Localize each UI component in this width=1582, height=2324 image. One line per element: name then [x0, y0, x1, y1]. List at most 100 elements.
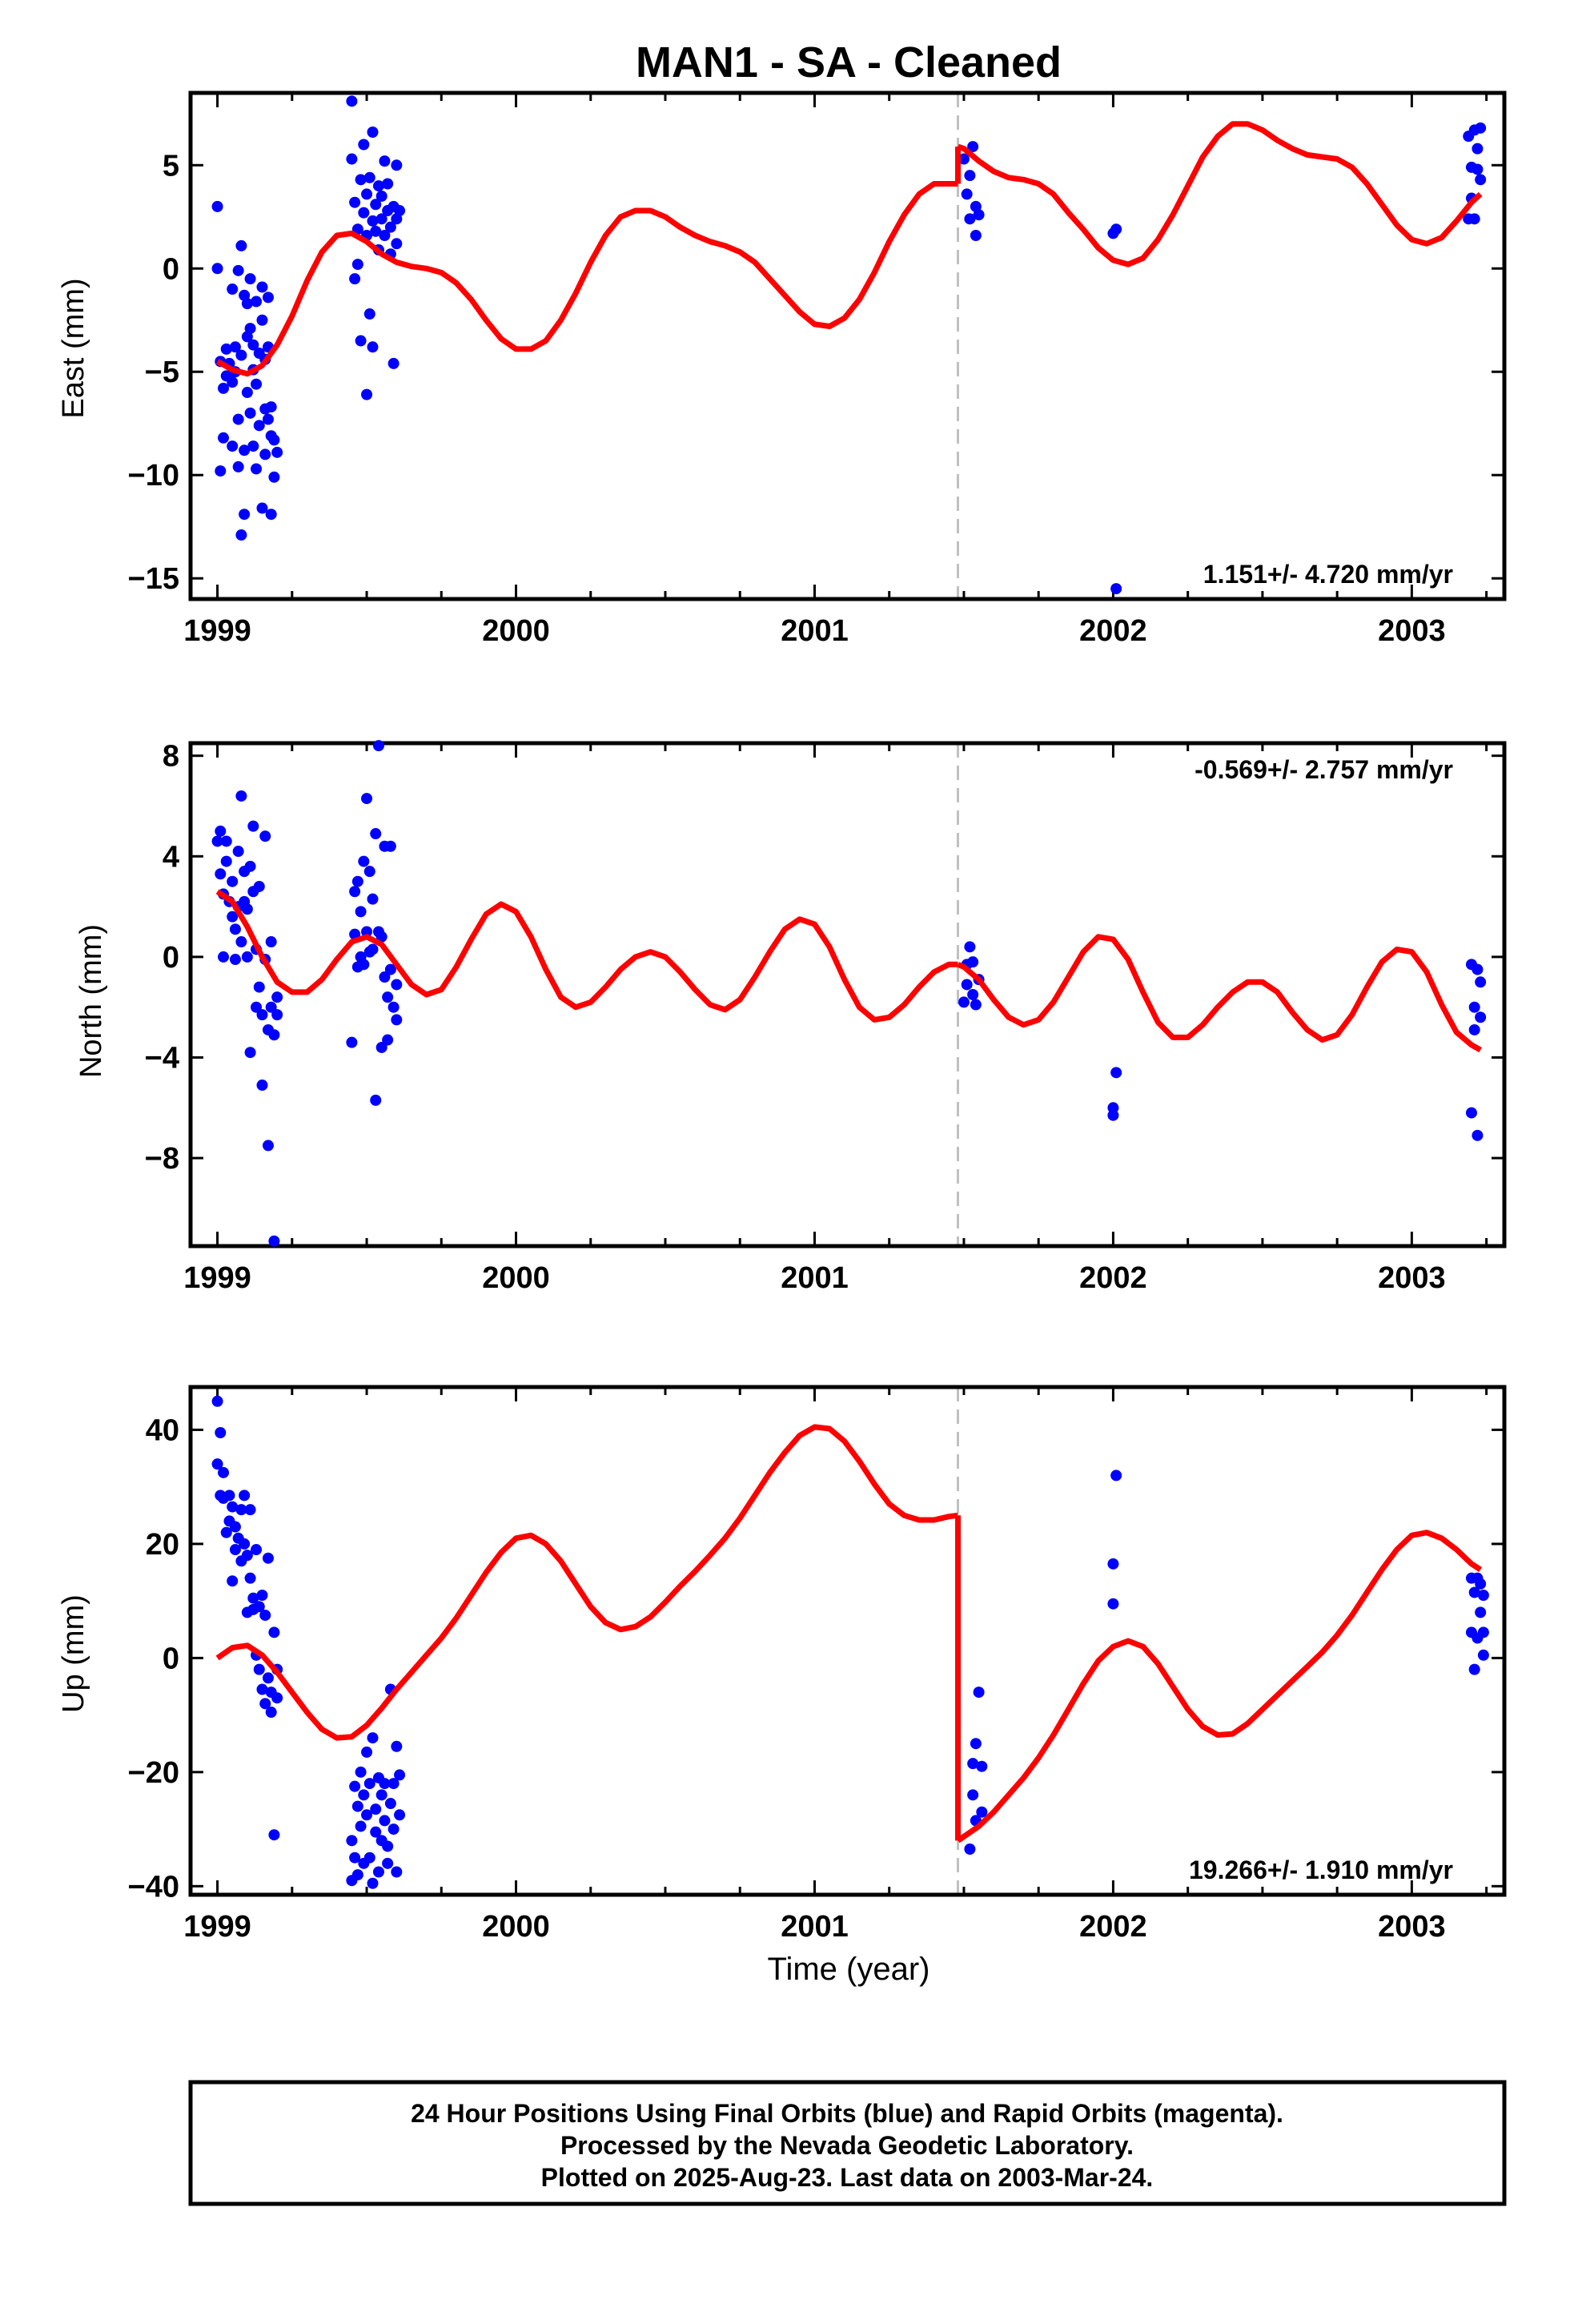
north-x-tick-label: 1999 [183, 1261, 251, 1295]
east-y-tick-label: −15 [128, 562, 179, 596]
footer-box: 24 Hour Positions Using Final Orbits (bl… [188, 2080, 1507, 2206]
up-data-point [271, 1692, 283, 1704]
east-data-point [391, 159, 403, 171]
north-x-tick-label: 2001 [781, 1261, 849, 1295]
up-data-point [382, 1857, 394, 1869]
north-y-tick-label: −8 [145, 1142, 179, 1176]
north-data-point [358, 855, 370, 867]
east-data-point [964, 213, 976, 225]
north-model-curve-post [957, 934, 1482, 1053]
up-data-point [370, 1803, 382, 1815]
east-data-point [961, 188, 973, 200]
east-data-point [372, 180, 384, 192]
east-x-tick-label: 2002 [1079, 614, 1147, 648]
north-data-point [387, 1001, 400, 1013]
east-data-point [363, 308, 375, 320]
east-data-point [958, 153, 970, 165]
north-data-point [251, 1001, 263, 1013]
up-data-point [256, 1590, 268, 1602]
east-data-point [211, 200, 223, 212]
north-data-point [379, 971, 391, 983]
east-data-point [1472, 163, 1484, 175]
north-data-point [382, 1034, 394, 1046]
up-data-point [220, 1526, 232, 1538]
up-data-point [1475, 1606, 1487, 1618]
east-data-point [229, 341, 241, 353]
north-y-tick-label: 8 [163, 740, 179, 774]
north-data-point [363, 866, 375, 878]
north-data-point [1110, 1067, 1122, 1079]
east-data-point [967, 141, 979, 153]
north-data-point [268, 1029, 280, 1041]
east-data-point [355, 174, 367, 186]
north-data-point [1472, 1129, 1484, 1141]
up-data-point [384, 1798, 396, 1810]
up-data-point [253, 1601, 265, 1613]
footer-line-2: Processed by the Nevada Geodetic Laborat… [560, 2131, 1134, 2160]
east-data-point [232, 460, 244, 472]
north-data-point [964, 941, 976, 953]
north-data-point [244, 860, 256, 872]
up-model-curve-post [956, 1530, 1483, 1844]
up-data-point [251, 1544, 263, 1556]
east-data-point [251, 296, 263, 308]
north-data-point [232, 846, 244, 858]
north-data-point [229, 923, 241, 935]
up-data-point [262, 1552, 274, 1564]
east-data-point [251, 378, 263, 390]
north-data-point [355, 906, 367, 918]
east-data-point [382, 178, 394, 190]
east-data-point [367, 341, 379, 353]
up-data-point [387, 1778, 400, 1790]
up-x-tick-label: 2000 [482, 1910, 550, 1944]
up-data-point [973, 1687, 985, 1699]
up-data-point [363, 1852, 375, 1864]
north-data-point [367, 893, 379, 905]
east-data-point [391, 238, 403, 250]
east-y-tick-label: 5 [163, 149, 179, 183]
up-data-point [256, 1683, 268, 1695]
east-data-point [244, 273, 256, 285]
north-y-tick-label: −4 [145, 1042, 179, 1076]
up-data-point [268, 1626, 280, 1638]
up-data-point [361, 1746, 373, 1758]
east-data-point [227, 283, 239, 296]
east-data-point [218, 382, 230, 394]
up-data-point [391, 1866, 403, 1878]
east-data-point [394, 205, 406, 217]
east-data-point [370, 199, 382, 211]
up-data-point [363, 1778, 375, 1790]
east-data-point [361, 388, 373, 400]
east-data-point [232, 264, 244, 276]
east-x-tick-label: 1999 [183, 614, 251, 648]
up-data-point [1107, 1558, 1119, 1570]
east-data-point [349, 196, 361, 208]
east-data-point [239, 509, 251, 521]
north-data-point [967, 989, 979, 1000]
up-data-point [265, 1707, 277, 1719]
up-x-tick-label: 2002 [1079, 1910, 1147, 1944]
up-data-point [227, 1575, 239, 1587]
north-data-point [382, 991, 394, 1003]
up-data-point [976, 1760, 988, 1772]
up-data-point [227, 1501, 239, 1513]
up-data-point [229, 1521, 241, 1533]
north-data-point [1468, 1001, 1480, 1013]
up-data-point [964, 1844, 976, 1856]
east-data-point [244, 407, 256, 419]
x-axis-label: Time (year) [768, 1952, 930, 1987]
east-data-point [358, 207, 370, 219]
north-data-point [247, 820, 259, 832]
north-data-point [220, 835, 232, 847]
north-data-point [358, 959, 370, 971]
east-data-point [227, 440, 239, 452]
north-data-point [391, 979, 403, 991]
up-data-point [358, 1789, 370, 1801]
up-y-tick-label: 0 [163, 1642, 179, 1675]
up-data-point [375, 1789, 387, 1801]
up-data-point [259, 1609, 271, 1621]
up-y-tick-label: 40 [146, 1413, 179, 1447]
east-data-point [367, 127, 379, 139]
up-data-point [387, 1823, 400, 1835]
